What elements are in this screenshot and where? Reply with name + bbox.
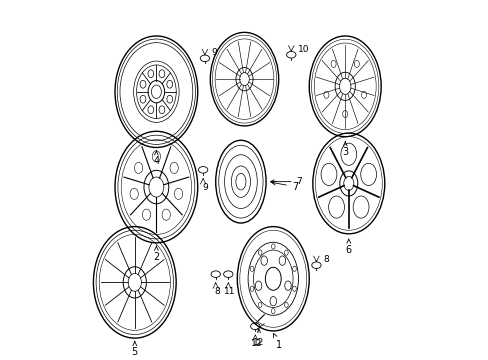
Text: 7: 7 (271, 181, 297, 192)
Text: 10: 10 (297, 45, 308, 54)
Text: 12: 12 (251, 339, 262, 348)
Text: 12: 12 (253, 329, 264, 347)
Ellipse shape (284, 281, 291, 291)
Ellipse shape (269, 297, 276, 306)
Ellipse shape (279, 256, 285, 265)
Ellipse shape (255, 281, 261, 291)
Text: 9: 9 (202, 183, 207, 192)
Text: 1: 1 (273, 334, 281, 350)
Text: 7: 7 (270, 177, 302, 186)
Text: 8: 8 (214, 287, 220, 296)
Ellipse shape (261, 256, 267, 265)
Text: 9: 9 (211, 48, 217, 57)
Text: 6: 6 (345, 239, 351, 255)
Text: 11: 11 (224, 287, 235, 296)
Text: 2: 2 (153, 246, 159, 262)
Text: 3: 3 (342, 142, 347, 157)
Text: 4: 4 (153, 151, 159, 166)
Text: 8: 8 (322, 255, 328, 264)
Text: 5: 5 (131, 341, 138, 357)
